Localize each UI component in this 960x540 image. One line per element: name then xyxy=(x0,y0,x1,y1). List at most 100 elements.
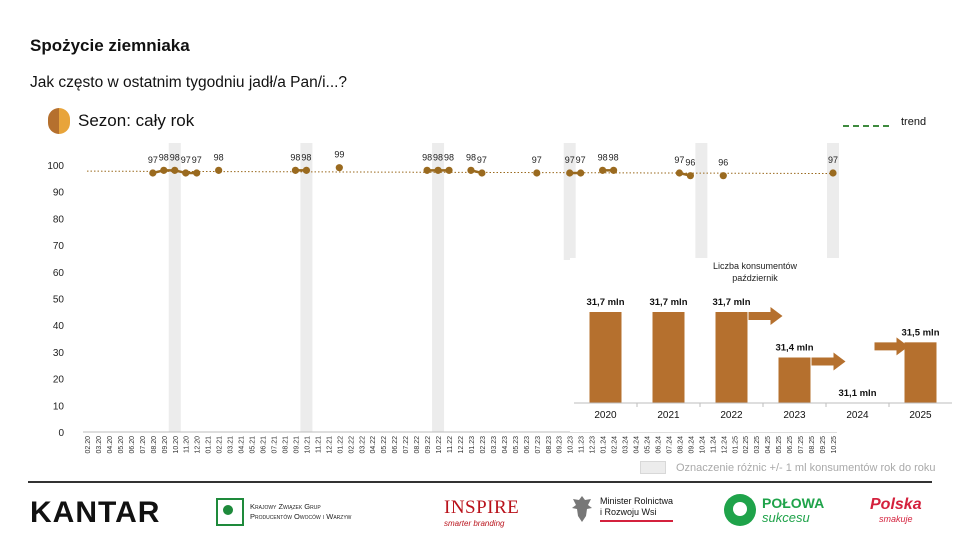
ministry-line2: i Rozwoju Wsi xyxy=(600,507,657,517)
x-tick-label: 11.22 xyxy=(447,436,454,453)
kzg-logo-text: Krajowy Związek Grup Producentów Owoców … xyxy=(250,502,351,522)
x-tick-label: 04.20 xyxy=(107,436,114,454)
x-tick-label: 07.24 xyxy=(666,436,673,454)
data-label: 98 xyxy=(290,152,300,162)
highlight-column xyxy=(432,143,445,432)
x-tick-label: 10.23 xyxy=(568,436,575,454)
x-tick-label: 12.21 xyxy=(326,436,333,454)
x-tick-label: 02.23 xyxy=(480,436,487,454)
y-tick-label: 100 xyxy=(47,161,64,172)
note-text: Oznaczenie różnic +/- 1 ml konsumentów r… xyxy=(676,461,936,474)
change-arrow-icon xyxy=(874,337,909,356)
x-tick-label: 05.23 xyxy=(513,436,520,454)
data-point xyxy=(719,172,727,180)
x-tick-label: 11.21 xyxy=(315,436,322,453)
x-tick-label: 08.24 xyxy=(677,436,684,454)
polowa-circle-icon xyxy=(724,494,756,526)
data-point xyxy=(149,169,157,177)
data-label: 98 xyxy=(598,152,608,162)
change-arrow-icon xyxy=(811,352,846,371)
data-point xyxy=(599,166,607,174)
x-tick-label: 07.25 xyxy=(798,436,805,454)
data-label: 97 xyxy=(674,155,684,165)
data-label: 98 xyxy=(609,152,619,162)
season-label: Sezon: cały rok xyxy=(78,111,195,130)
trend-legend: trend xyxy=(843,116,926,128)
kantar-logo: KANTAR xyxy=(30,496,160,530)
season-legend: Sezon: cały rok xyxy=(48,108,194,134)
page-subtitle: Jak często w ostatnim tygodniu jadł/a Pa… xyxy=(30,74,348,91)
x-tick-label: 06.22 xyxy=(392,436,399,454)
polowa-line2: sukcesu xyxy=(762,509,810,525)
note-swatch xyxy=(640,461,666,474)
kzg-logo: Krajowy Związek Grup Producentów Owoców … xyxy=(216,498,351,526)
data-label: 97 xyxy=(828,155,838,165)
change-arrow-icon xyxy=(748,307,783,325)
data-label: 98 xyxy=(301,152,311,162)
ministry-line1: Minister Rolnictwa xyxy=(600,496,674,506)
data-label: 96 xyxy=(718,158,728,168)
bar-category-label: 2020 xyxy=(594,410,617,421)
y-tick-label: 90 xyxy=(53,188,65,199)
data-point xyxy=(609,166,618,174)
x-tick-label: 09.21 xyxy=(293,436,300,454)
x-tick-label: 04.23 xyxy=(502,436,509,454)
x-tick-label: 07.22 xyxy=(403,436,410,454)
bar-value-label: 31,1 mln xyxy=(838,388,876,399)
footer-divider xyxy=(28,481,932,483)
data-label: 97 xyxy=(532,155,542,165)
x-tick-label: 03.23 xyxy=(491,436,498,454)
data-label: 97 xyxy=(181,155,191,165)
data-label: 98 xyxy=(170,152,180,162)
x-tick-label: 08.20 xyxy=(151,436,158,454)
bar xyxy=(778,357,811,403)
data-label: 97 xyxy=(576,155,586,165)
data-point xyxy=(160,166,168,174)
data-label: 98 xyxy=(433,152,443,162)
x-tick-label: 03.25 xyxy=(754,436,761,454)
y-tick-label: 20 xyxy=(53,375,65,386)
page-title: Spożycie ziemniaka xyxy=(30,36,190,55)
polowa-line1: POŁOWA xyxy=(762,494,825,511)
data-label: 98 xyxy=(159,152,169,162)
x-tick-label: 01.25 xyxy=(732,436,739,454)
x-tick-label: 03.20 xyxy=(96,436,103,454)
inset-title: Liczba konsumentów xyxy=(713,261,798,271)
x-tick-label: 08.25 xyxy=(809,436,816,454)
x-tick-label: 02.24 xyxy=(612,436,619,454)
data-point xyxy=(193,169,201,177)
data-point xyxy=(533,169,541,177)
data-point xyxy=(566,169,574,177)
x-tick-label: 01.22 xyxy=(337,436,344,454)
bar xyxy=(904,342,937,403)
y-tick-label: 80 xyxy=(53,214,65,225)
data-point xyxy=(445,166,453,174)
x-tick-label: 09.24 xyxy=(688,436,695,454)
bar xyxy=(589,312,622,403)
data-point xyxy=(478,169,486,177)
x-tick-label: 12.23 xyxy=(590,436,597,454)
bar-value-label: 31,7 mln xyxy=(586,297,624,308)
data-point xyxy=(215,166,223,174)
x-tick-label: 05.21 xyxy=(250,436,257,454)
x-tick-label: 08.23 xyxy=(546,436,553,454)
x-tick-label: 02.25 xyxy=(743,436,750,454)
bar-category-label: 2022 xyxy=(720,410,743,421)
x-tick-label: 07.21 xyxy=(272,436,279,454)
data-point xyxy=(829,169,837,177)
consumption-chart: 0 10 20 30 40 50 60 70 80 90 100 02.20 03.20 04.20 05.… xyxy=(47,143,952,454)
x-tick-label: 08.22 xyxy=(414,436,421,454)
x-tick-label: 12.20 xyxy=(195,436,202,454)
difference-note: Oznaczenie różnic +/- 1 ml konsumentów r… xyxy=(640,461,936,474)
x-tick-label: 11.20 xyxy=(184,436,191,453)
inspire-logo: INSPIRE smarter branding xyxy=(444,497,519,528)
x-tick-label: 07.20 xyxy=(140,436,147,454)
x-tick-label: 02.21 xyxy=(217,436,224,454)
x-tick-label: 09.25 xyxy=(820,436,827,454)
x-tick-label: 09.20 xyxy=(162,436,169,454)
x-tick-label: 03.21 xyxy=(228,436,235,454)
x-tick-label: 03.22 xyxy=(359,436,366,454)
eagle-icon xyxy=(572,496,592,522)
y-tick-label: 50 xyxy=(53,295,65,306)
x-tick-label: 01.23 xyxy=(469,436,476,454)
